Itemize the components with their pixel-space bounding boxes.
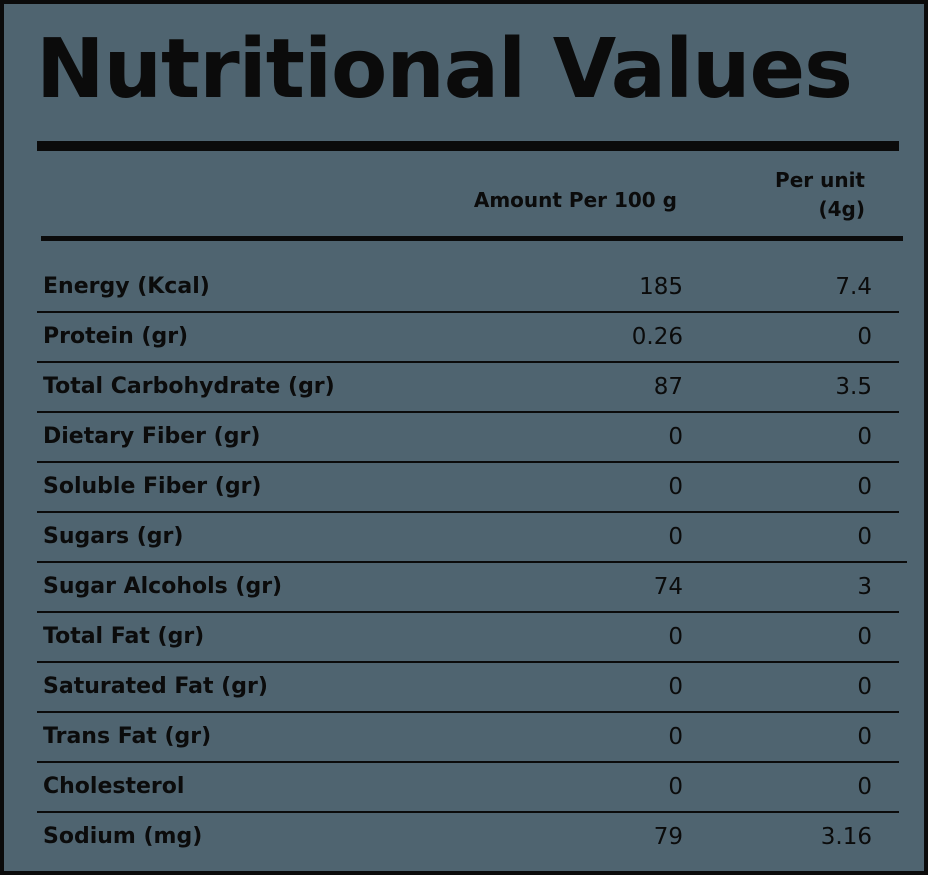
value-per-unit: 0	[857, 424, 872, 450]
row-divider	[37, 611, 899, 613]
value-per-unit: 0	[857, 774, 872, 800]
row-divider	[37, 761, 899, 763]
nutrient-label: Total Carbohydrate (gr)	[43, 374, 335, 399]
value-per-unit: 7.4	[835, 274, 872, 300]
nutrient-label: Saturated Fat (gr)	[43, 674, 268, 699]
nutrient-label: Sugar Alcohols (gr)	[43, 574, 283, 599]
row-divider	[37, 311, 899, 313]
nutrient-label: Protein (gr)	[43, 324, 189, 349]
value-per-100g: 87	[653, 374, 683, 400]
value-per-100g: 185	[639, 274, 683, 300]
table-row: Sodium (mg) 79 3.16	[4, 813, 928, 863]
value-per-unit: 0	[857, 624, 872, 650]
table-row: Protein (gr) 0.26 0	[4, 313, 928, 363]
value-per-100g: 0	[668, 424, 683, 450]
table-row: Total Fat (gr) 0 0	[4, 613, 928, 663]
row-divider	[37, 711, 899, 713]
table-row: Cholesterol 0 0	[4, 763, 928, 813]
header-divider	[41, 236, 903, 241]
row-divider	[37, 561, 907, 563]
nutrient-label: Trans Fat (gr)	[43, 724, 212, 749]
column-header-per-100g: Amount Per 100 g	[473, 188, 677, 212]
table-row: Saturated Fat (gr) 0 0	[4, 663, 928, 713]
value-per-100g: 0.26	[631, 324, 683, 350]
column-header-per-unit-line1: Per unit	[775, 168, 865, 192]
value-per-100g: 74	[653, 574, 683, 600]
value-per-100g: 0	[668, 674, 683, 700]
value-per-unit: 0	[857, 524, 872, 550]
value-per-unit: 3.16	[820, 824, 872, 850]
value-per-unit: 0	[857, 724, 872, 750]
value-per-100g: 0	[668, 774, 683, 800]
row-divider	[37, 661, 899, 663]
nutrient-label: Total Fat (gr)	[43, 624, 205, 649]
nutrition-table: Energy (Kcal) 185 7.4 Protein (gr) 0.26 …	[4, 263, 928, 863]
table-row: Sugar Alcohols (gr) 74 3	[4, 563, 928, 613]
value-per-unit: 0	[857, 324, 872, 350]
nutrient-label: Cholesterol	[43, 774, 185, 799]
value-per-unit: 0	[857, 474, 872, 500]
nutrient-label: Sodium (mg)	[43, 824, 203, 849]
nutrient-label: Soluble Fiber (gr)	[43, 474, 262, 499]
row-divider	[37, 811, 899, 813]
value-per-100g: 79	[653, 824, 683, 850]
column-header-per-unit: Per unit (4g)	[775, 166, 865, 224]
table-row: Dietary Fiber (gr) 0 0	[4, 413, 928, 463]
value-per-100g: 0	[668, 624, 683, 650]
column-header-per-unit-line2: (4g)	[818, 197, 865, 221]
value-per-100g: 0	[668, 524, 683, 550]
row-divider	[37, 411, 899, 413]
row-divider	[37, 511, 899, 513]
value-per-100g: 0	[668, 474, 683, 500]
nutrient-label: Sugars (gr)	[43, 524, 184, 549]
table-row: Soluble Fiber (gr) 0 0	[4, 463, 928, 513]
table-row: Total Carbohydrate (gr) 87 3.5	[4, 363, 928, 413]
nutrient-label: Energy (Kcal)	[43, 274, 210, 299]
row-divider	[37, 461, 899, 463]
table-row: Sugars (gr) 0 0	[4, 513, 928, 563]
title-divider	[37, 141, 899, 151]
nutrient-label: Dietary Fiber (gr)	[43, 424, 261, 449]
table-row: Energy (Kcal) 185 7.4	[4, 263, 928, 313]
table-row: Trans Fat (gr) 0 0	[4, 713, 928, 763]
value-per-100g: 0	[668, 724, 683, 750]
value-per-unit: 3.5	[835, 374, 872, 400]
value-per-unit: 0	[857, 674, 872, 700]
row-divider	[37, 361, 899, 363]
page-title: Nutritional Values	[36, 22, 853, 117]
value-per-unit: 3	[857, 574, 872, 600]
